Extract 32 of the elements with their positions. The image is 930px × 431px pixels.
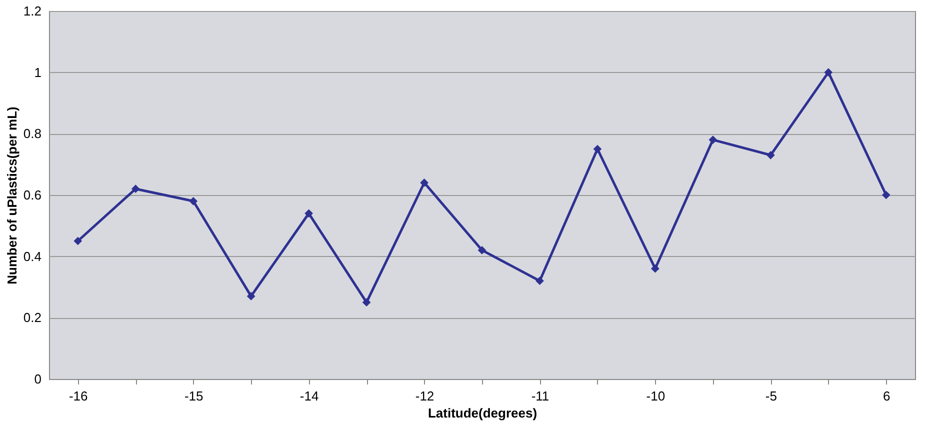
- point: [131, 184, 140, 194]
- x-tick-label: 6: [883, 388, 890, 404]
- x-tick-label: -11: [531, 388, 550, 404]
- x-axis-title: Latitude(degrees): [428, 406, 538, 420]
- point: [882, 190, 890, 200]
- x-tick-label: -15: [184, 388, 204, 404]
- point: [478, 246, 486, 254]
- point: [304, 209, 313, 218]
- point: [708, 136, 718, 144]
- point: [246, 292, 256, 300]
- point: [189, 196, 198, 206]
- x-tick-label: -12: [415, 388, 434, 404]
- y-axis-title: Number of uPlastics(per mL): [4, 106, 20, 284]
- point: [766, 150, 775, 160]
- y-tick-label: 0: [34, 372, 42, 386]
- point: [593, 144, 602, 154]
- point: [420, 178, 428, 187]
- point: [536, 276, 544, 286]
- y-tick-label: 0.4: [23, 248, 42, 264]
- x-tick-label: -10: [646, 388, 666, 404]
- point: [824, 68, 833, 77]
- y-tick-label: 1: [34, 64, 42, 80]
- y-tick-label: 1.2: [23, 4, 42, 18]
- point: [74, 236, 82, 246]
- x-tick-label: -14: [300, 388, 319, 404]
- point: [362, 298, 371, 307]
- x-tick-label: -16: [68, 388, 88, 404]
- y-tick-label: 0.8: [23, 126, 42, 142]
- point: [651, 264, 660, 273]
- y-tick-label: 0.2: [23, 310, 42, 326]
- x-tick-label: -5: [765, 388, 777, 404]
- y-tick-label: 0.6: [23, 188, 42, 202]
